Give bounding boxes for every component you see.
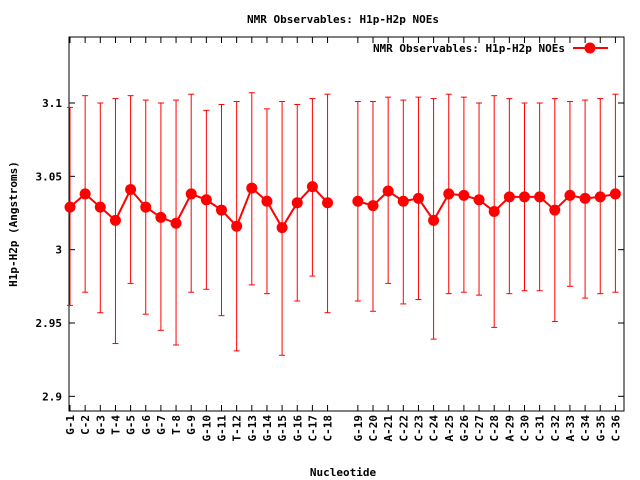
legend-label: NMR Observables: H1p-H2p NOEs bbox=[373, 42, 565, 55]
data-point bbox=[79, 188, 91, 200]
y-tick-label: 2.95 bbox=[36, 317, 63, 330]
data-point bbox=[488, 206, 500, 218]
data-point bbox=[549, 204, 561, 216]
data-point bbox=[231, 220, 243, 232]
x-tick-label: C-24 bbox=[428, 415, 441, 442]
legend-marker bbox=[584, 42, 596, 54]
data-point bbox=[367, 200, 379, 212]
data-point bbox=[322, 197, 334, 209]
x-tick-label: G-35 bbox=[594, 415, 607, 442]
x-tick-label: C-22 bbox=[397, 415, 410, 442]
data-point bbox=[519, 191, 530, 203]
x-tick-label: G-3 bbox=[94, 415, 107, 435]
x-tick-label: G-14 bbox=[261, 415, 274, 442]
x-tick-label: G-7 bbox=[155, 415, 168, 435]
x-tick-label: G-26 bbox=[458, 415, 471, 442]
x-tick-label: C-31 bbox=[534, 415, 547, 442]
x-tick-label: G-11 bbox=[216, 415, 229, 442]
x-tick-label: G-5 bbox=[125, 415, 138, 435]
x-tick-label: C-36 bbox=[609, 415, 622, 442]
data-point bbox=[534, 191, 546, 203]
y-axis-label: H1p-H2p (Angstroms) bbox=[7, 161, 20, 287]
data-point bbox=[246, 182, 258, 194]
data-point bbox=[412, 192, 424, 204]
x-tick-label: G-10 bbox=[200, 415, 213, 442]
x-tick-label: C-32 bbox=[549, 415, 562, 442]
data-point bbox=[352, 195, 364, 207]
x-tick-label: G-13 bbox=[246, 415, 259, 442]
x-tick-label: C-2 bbox=[79, 415, 92, 435]
data-point bbox=[185, 188, 197, 200]
data-point bbox=[306, 181, 318, 193]
x-tick-label: G-9 bbox=[185, 415, 198, 435]
x-tick-label: C-18 bbox=[322, 415, 335, 442]
x-tick-label: A-29 bbox=[503, 415, 516, 442]
data-point bbox=[443, 188, 455, 200]
data-point bbox=[261, 195, 273, 207]
y-tick-label: 3.1 bbox=[42, 97, 62, 110]
series-line-segment bbox=[69, 185, 329, 230]
data-point bbox=[276, 222, 288, 234]
x-tick-label: C-20 bbox=[367, 415, 380, 442]
y-tick-label: 2.9 bbox=[42, 390, 62, 403]
x-tick-label: G-19 bbox=[352, 415, 365, 442]
legend: NMR Observables: H1p-H2p NOEs bbox=[373, 42, 608, 55]
y-tick-label: 3.05 bbox=[36, 170, 63, 183]
x-tick-label: T-4 bbox=[109, 415, 122, 435]
data-point bbox=[125, 184, 137, 196]
data-point bbox=[382, 185, 394, 197]
data-point bbox=[609, 188, 621, 200]
x-tick-label: G-15 bbox=[276, 415, 289, 442]
x-tick-label: C-23 bbox=[412, 415, 425, 442]
data-point bbox=[428, 214, 440, 226]
x-tick-label: A-33 bbox=[564, 415, 577, 442]
data-point bbox=[473, 194, 485, 206]
data-series bbox=[64, 92, 621, 356]
data-point bbox=[503, 191, 515, 203]
data-point bbox=[109, 214, 121, 226]
x-tick-label: T-12 bbox=[231, 415, 244, 442]
x-tick-label: T-8 bbox=[170, 415, 183, 435]
data-point bbox=[564, 189, 576, 201]
x-tick-label: C-34 bbox=[579, 415, 592, 442]
x-tick-label: A-21 bbox=[382, 415, 395, 442]
data-point bbox=[64, 201, 76, 213]
data-point bbox=[458, 189, 470, 201]
data-point bbox=[140, 201, 152, 213]
x-axis-label: Nucleotide bbox=[310, 466, 377, 479]
x-tick-label: C-28 bbox=[488, 415, 501, 442]
data-point bbox=[216, 204, 227, 216]
series-line-segment bbox=[357, 189, 616, 223]
x-tick-label: C-30 bbox=[519, 415, 532, 442]
data-point bbox=[594, 191, 606, 203]
data-point bbox=[170, 217, 182, 229]
data-point bbox=[155, 211, 167, 223]
data-point bbox=[579, 192, 591, 204]
x-tick-label: G-1 bbox=[64, 415, 77, 435]
x-tick-label: A-25 bbox=[443, 415, 456, 442]
x-tick-label: G-16 bbox=[291, 415, 304, 442]
y-tick-label: 3 bbox=[55, 244, 62, 257]
data-point bbox=[397, 195, 409, 207]
chart-title: NMR Observables: H1p-H2p NOEs bbox=[247, 13, 439, 26]
data-point bbox=[291, 197, 303, 209]
x-tick-label: G-6 bbox=[140, 415, 153, 435]
data-point bbox=[200, 194, 212, 206]
x-tick-label: C-27 bbox=[473, 415, 486, 442]
x-tick-label: C-17 bbox=[306, 415, 319, 442]
data-point bbox=[94, 201, 106, 213]
plot-frame bbox=[68, 36, 625, 412]
